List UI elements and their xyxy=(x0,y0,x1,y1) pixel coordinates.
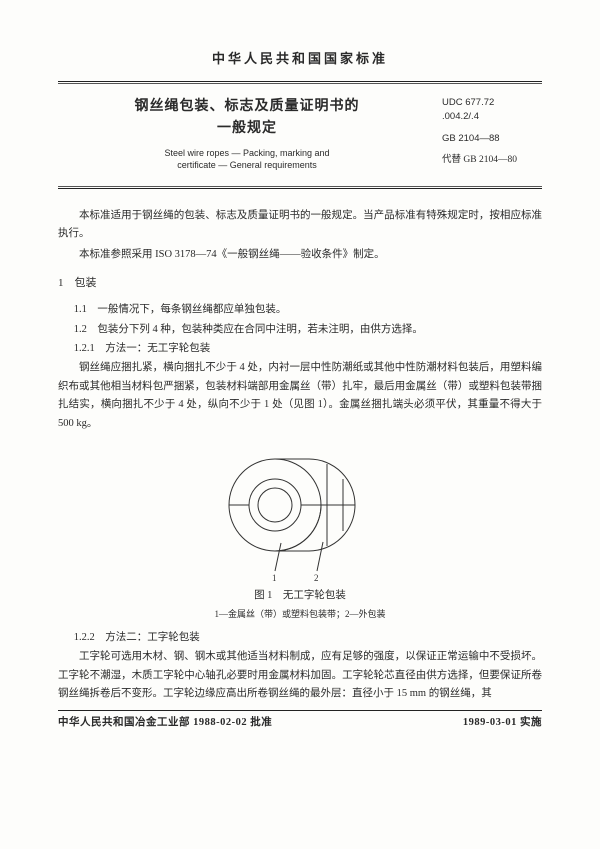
intro-para-2: 本标准参照采用 ISO 3178—74《一般钢丝绳——验收条件》制定。 xyxy=(58,246,542,264)
clause-1-2: 1.2 包装分下列 4 种，包装种类应在合同中注明，若未注明，由供方选择。 xyxy=(58,321,542,339)
header-main: 钢丝绳包装、标志及质量证明书的 一般规定 Steel wire ropes — … xyxy=(58,96,442,172)
rule-mid-thin xyxy=(58,186,542,187)
standard-org-title: 中华人民共和国国家标准 xyxy=(58,48,542,67)
en-title-line2: certificate — General requirements xyxy=(177,160,317,170)
rule-top-thick xyxy=(58,81,542,82)
main-title-line2: 一般规定 xyxy=(217,121,277,136)
svg-text:1: 1 xyxy=(272,573,277,583)
main-title-line1: 钢丝绳包装、标志及质量证明书的 xyxy=(135,99,360,114)
intro-para-1: 本标准适用于钢丝绳的包装、标志及质量证明书的一般规定。当产品标准有特殊规定时，按… xyxy=(58,207,542,244)
figure-1-caption: 图 1 无工字轮包装 xyxy=(58,587,542,605)
clause-1-2-1-body: 钢丝绳应捆扎紧，横向捆扎不少于 4 处，内衬一层中性防潮纸或其他中性防潮材料包装… xyxy=(58,359,542,433)
section-1-title: 1 包装 xyxy=(58,274,542,293)
clause-1-2-2: 1.2.2 方法二：工字轮包装 xyxy=(58,629,542,647)
en-title-line1: Steel wire ropes — Packing, marking and xyxy=(164,148,329,158)
header-block: 钢丝绳包装、标志及质量证明书的 一般规定 Steel wire ropes — … xyxy=(58,96,542,172)
footer-rule xyxy=(58,710,542,711)
clause-1-1: 1.1 一般情况下，每条钢丝绳都应单独包装。 xyxy=(58,301,542,319)
english-title: Steel wire ropes — Packing, marking and … xyxy=(58,147,436,172)
gb-code: GB 2104—88 xyxy=(442,132,542,146)
footer-approval: 中华人民共和国冶金工业部 1988-02-02 批准 xyxy=(58,714,272,729)
clause-1-2-1: 1.2.1 方法一：无工字轮包装 xyxy=(58,340,542,358)
figure-1: 1 2 图 1 无工字轮包装 1—金属丝（带）或塑料包装带；2—外包装 xyxy=(58,443,542,623)
figure-1-svg: 1 2 xyxy=(205,443,395,583)
replaces-code: 代替 GB 2104—80 xyxy=(442,153,542,167)
clause-1-2-2-body: 工字轮可选用木材、钢、钢木或其他适当材料制成，应有足够的强度，以保证正常运输中不… xyxy=(58,648,542,703)
udc-code: UDC 677.72 .004.2/.4 xyxy=(442,96,542,125)
main-title: 钢丝绳包装、标志及质量证明书的 一般规定 xyxy=(58,96,436,141)
document-body: 本标准适用于钢丝绳的包装、标志及质量证明书的一般规定。当产品标准有特殊规定时，按… xyxy=(58,207,542,704)
figure-1-subcaption: 1—金属丝（带）或塑料包装带；2—外包装 xyxy=(58,607,542,623)
udc-line1: UDC 677.72 xyxy=(442,97,494,108)
udc-line2: .004.2/.4 xyxy=(442,111,479,122)
footer-effective: 1989-03-01 实施 xyxy=(463,714,542,729)
footer: 中华人民共和国冶金工业部 1988-02-02 批准 1989-03-01 实施 xyxy=(58,714,542,729)
rule-mid-thick xyxy=(58,188,542,189)
rule-top-thin xyxy=(58,83,542,84)
svg-text:2: 2 xyxy=(314,573,319,583)
header-side-codes: UDC 677.72 .004.2/.4 GB 2104—88 代替 GB 21… xyxy=(442,96,542,172)
